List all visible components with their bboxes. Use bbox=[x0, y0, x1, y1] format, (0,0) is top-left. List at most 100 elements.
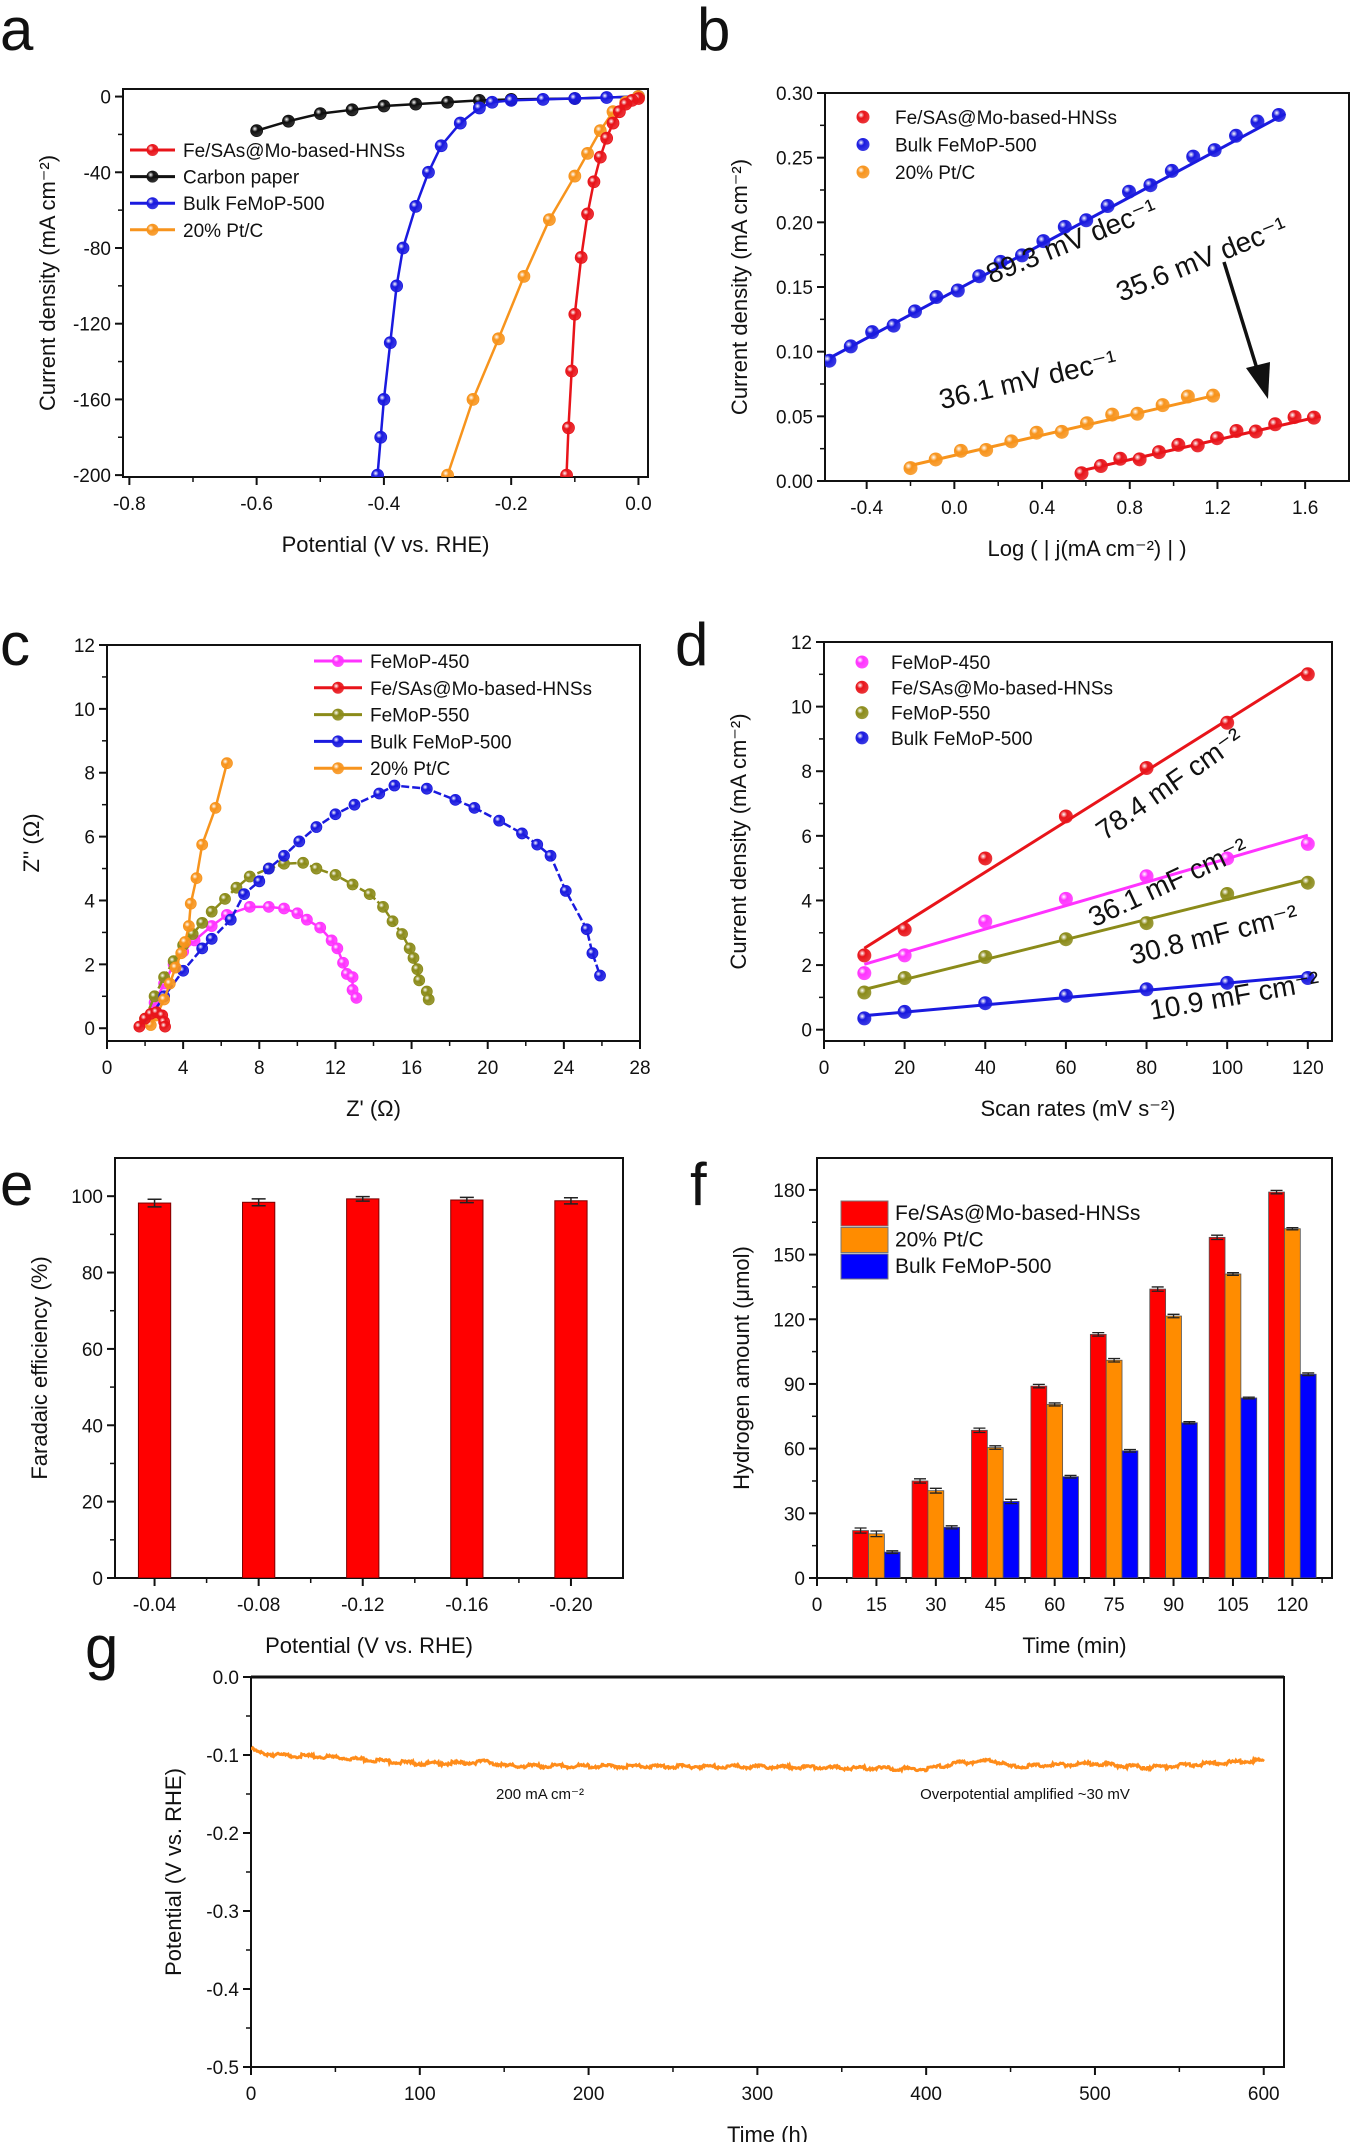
data-point bbox=[441, 95, 454, 109]
data-point bbox=[1080, 416, 1094, 431]
data-point bbox=[409, 97, 423, 111]
error-bar bbox=[1032, 1383, 1045, 1389]
legend-item: Carbon paper bbox=[130, 168, 300, 189]
data-point bbox=[929, 290, 944, 305]
x-tick-label: 16 bbox=[401, 1058, 422, 1079]
x-tick-label: 24 bbox=[553, 1058, 575, 1079]
y-tick-label: 0 bbox=[794, 1569, 805, 1590]
legend-marker bbox=[855, 706, 869, 720]
x-tick-label: 100 bbox=[404, 2084, 436, 2105]
legend-item: Fe/SAs@Mo-based-HNSs bbox=[840, 1200, 1140, 1227]
data-point bbox=[978, 950, 993, 964]
data-point bbox=[953, 443, 968, 458]
data-point bbox=[175, 947, 188, 960]
x-tick-label: 400 bbox=[910, 2084, 942, 2105]
data-point bbox=[196, 838, 209, 851]
data-point bbox=[1105, 407, 1120, 422]
data-point bbox=[293, 835, 306, 848]
plot-area bbox=[251, 1745, 1265, 1774]
data-point bbox=[374, 430, 388, 444]
panel-label: b bbox=[697, 0, 730, 63]
y-tick-label: 180 bbox=[773, 1181, 805, 1202]
data-point bbox=[978, 996, 993, 1011]
error-bar bbox=[870, 1530, 883, 1538]
data-point bbox=[196, 942, 209, 955]
data-point bbox=[1151, 445, 1166, 460]
data-point bbox=[363, 888, 376, 900]
data-point bbox=[574, 251, 588, 264]
data-point bbox=[420, 782, 433, 795]
y-tick-label: 4 bbox=[801, 891, 812, 912]
y-tick-label: 0 bbox=[92, 1569, 103, 1590]
data-point bbox=[348, 798, 361, 811]
legend-marker bbox=[332, 762, 344, 775]
data-point bbox=[857, 985, 872, 1000]
legend-marker bbox=[855, 731, 869, 745]
data-point bbox=[1139, 982, 1154, 997]
y-tick-label: 100 bbox=[71, 1187, 103, 1208]
data-point bbox=[434, 139, 448, 153]
data-point bbox=[262, 862, 275, 875]
error-bar bbox=[251, 1198, 266, 1207]
x-tick-label: 0.0 bbox=[625, 494, 651, 515]
y-tick-label: 0.10 bbox=[776, 343, 813, 364]
data-point bbox=[568, 92, 582, 105]
data-point bbox=[314, 921, 327, 934]
data-point bbox=[253, 875, 266, 888]
x-tick-label: 40 bbox=[975, 1058, 996, 1079]
legend-label: Fe/SAs@Mo-based-HNSs bbox=[891, 678, 1113, 699]
data-point bbox=[492, 332, 505, 346]
capacitance-annotation: 78.4 mF cm⁻² bbox=[1090, 722, 1249, 846]
arrow bbox=[1222, 261, 1260, 373]
panel-a: a -0.8 -0.6 -0.4 -0.2 0.0 0 -40 -80 -120 -160 -200 P… bbox=[0, 0, 652, 557]
slope-annotation: 36.1 mV dec⁻¹ bbox=[936, 344, 1120, 415]
data-point bbox=[1029, 425, 1044, 440]
data-point bbox=[1058, 809, 1073, 824]
y-tick-label: 6 bbox=[84, 828, 95, 849]
x-tick-label: 300 bbox=[742, 2084, 774, 2105]
y-tick-label: 2 bbox=[84, 955, 95, 976]
data-point bbox=[468, 801, 481, 814]
x-tick-label: 45 bbox=[985, 1595, 1006, 1616]
x-tick-label: -0.04 bbox=[133, 1595, 177, 1616]
data-point bbox=[179, 936, 191, 948]
data-point bbox=[1300, 836, 1315, 851]
y-tick-label: -80 bbox=[84, 239, 111, 260]
data-point bbox=[243, 870, 256, 883]
data-point bbox=[313, 107, 327, 121]
bar bbox=[986, 1447, 1004, 1578]
y-tick-label: 0.0 bbox=[213, 1668, 239, 1689]
legend-item: Bulk FeMoP-500 bbox=[314, 732, 512, 753]
bar bbox=[1268, 1191, 1285, 1578]
data-point bbox=[903, 461, 918, 476]
legend-label: 20% Pt/C bbox=[183, 221, 263, 242]
y-tick-label: 8 bbox=[84, 764, 95, 785]
data-point bbox=[886, 318, 901, 333]
data-point bbox=[978, 914, 993, 929]
y-axis-label: Current density (mA cm⁻²) bbox=[35, 155, 60, 411]
data-point bbox=[606, 116, 620, 130]
data-point bbox=[219, 892, 231, 905]
legend-label: FeMoP-550 bbox=[891, 704, 990, 725]
x-tick-label: 1.6 bbox=[1292, 498, 1318, 519]
bar bbox=[1046, 1404, 1064, 1578]
y-tick-label: -200 bbox=[73, 466, 111, 487]
x-tick-label: 105 bbox=[1217, 1595, 1249, 1616]
data-point bbox=[600, 91, 614, 104]
x-tick-label: 120 bbox=[1277, 1595, 1309, 1616]
data-point bbox=[250, 124, 264, 138]
y-tick-label: 20 bbox=[82, 1493, 103, 1514]
x-tick-label: 90 bbox=[1163, 1595, 1184, 1616]
bar bbox=[1224, 1273, 1242, 1578]
error-bar bbox=[1211, 1234, 1224, 1241]
plot-area bbox=[857, 667, 1315, 1026]
bar bbox=[1062, 1476, 1079, 1578]
data-point bbox=[331, 942, 344, 955]
legend-item: Bulk FeMoP-500 bbox=[856, 136, 1037, 157]
data-point bbox=[1220, 887, 1235, 901]
bar bbox=[852, 1530, 869, 1578]
legend-label: Fe/SAs@Mo-based-HNSs bbox=[895, 108, 1117, 129]
data-point bbox=[1058, 988, 1073, 1003]
data-point bbox=[1139, 761, 1154, 775]
error-bar bbox=[886, 1550, 899, 1555]
